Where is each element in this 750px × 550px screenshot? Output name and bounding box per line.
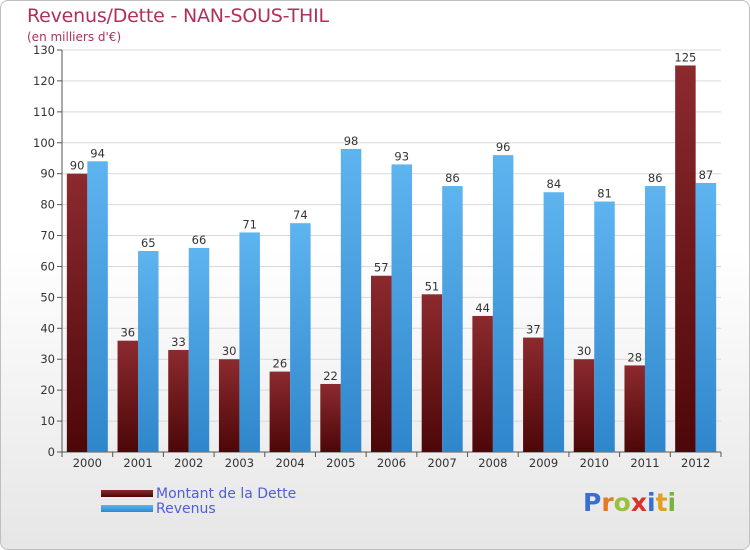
bar-revenue (442, 186, 463, 453)
data-label-debt: 37 (526, 323, 541, 337)
data-label-revenue: 84 (547, 177, 562, 191)
bar-debt (168, 349, 189, 452)
legend-label-revenue: Revenus (156, 501, 216, 517)
logo-letter: i (667, 488, 677, 517)
y-tick-label: 50 (40, 290, 55, 304)
proxiti-logo: Proxiti (583, 488, 676, 517)
data-label-revenue: 74 (293, 208, 308, 222)
chart-title: Revenus/Dette - NAN-SOUS-THIL (27, 5, 329, 27)
logo-letter: r (601, 488, 614, 517)
bar-debt (675, 65, 696, 452)
y-tick-label: 0 (48, 445, 55, 459)
x-tick-label: 2012 (681, 456, 710, 470)
data-label-debt: 36 (120, 326, 135, 340)
data-label-debt: 30 (577, 344, 592, 358)
chart-subtitle: (en milliers d'€) (27, 30, 122, 44)
data-label-revenue: 81 (597, 187, 612, 201)
bar-revenue (644, 186, 666, 453)
bar-debt (472, 315, 493, 452)
y-tick-label: 90 (40, 167, 55, 181)
bar-debt (371, 275, 392, 452)
bar-revenue (87, 161, 108, 453)
data-label-revenue: 66 (192, 233, 207, 247)
bar-debt (421, 294, 443, 452)
x-tick-label: 2009 (529, 456, 558, 470)
data-label-debt: 125 (674, 50, 696, 64)
y-tick-label: 40 (40, 321, 55, 335)
logo-letter: x (630, 488, 647, 517)
legend-swatch-revenue (101, 505, 153, 512)
bar-revenue (188, 247, 210, 452)
data-label-revenue: 94 (90, 146, 105, 160)
logo-letter: P (583, 488, 602, 517)
x-tick-label: 2005 (326, 456, 355, 470)
bar-revenue (138, 251, 159, 452)
y-tick-label: 110 (33, 105, 55, 119)
data-label-debt: 51 (425, 279, 440, 293)
data-label-revenue: 65 (141, 236, 156, 250)
data-label-revenue: 98 (344, 134, 359, 148)
bar-revenue (290, 223, 311, 452)
x-tick-label: 2003 (225, 456, 254, 470)
y-tick-label: 120 (33, 74, 55, 88)
data-label-debt: 90 (70, 159, 85, 173)
legend-swatch-debt (101, 490, 153, 497)
x-tick-label: 2001 (123, 456, 152, 470)
x-tick-label: 2011 (630, 456, 659, 470)
data-labels: 90 94 36 65 33 66 30 71 26 74 22 98 57 93 51 86 44 96 37 84… (70, 50, 713, 383)
y-tick-label: 130 (33, 43, 55, 57)
logo-letter: i (647, 488, 656, 517)
data-label-debt: 44 (475, 301, 490, 315)
y-tick-label: 10 (40, 414, 55, 428)
bar-debt (218, 359, 240, 452)
data-label-debt: 30 (222, 344, 237, 358)
y-tick-label: 30 (40, 352, 55, 366)
x-tick-label: 2007 (428, 456, 457, 470)
bar-debt (320, 383, 341, 452)
data-label-revenue: 71 (242, 217, 257, 231)
data-label-debt: 26 (273, 357, 288, 371)
y-tick-label: 100 (33, 136, 55, 150)
bars (66, 65, 717, 453)
bar-debt (66, 173, 88, 452)
bar-debt (117, 340, 139, 452)
axes: 0 10 20 30 40 50 60 70 80 90 100 110 120 130 2000 2001 2… (33, 43, 722, 470)
bar-revenue (543, 192, 565, 452)
x-tick-label: 2010 (580, 456, 609, 470)
x-tick-label: 2006 (377, 456, 406, 470)
data-label-debt: 22 (323, 369, 338, 383)
y-tick-label: 20 (40, 383, 55, 397)
bar-debt (624, 365, 645, 452)
data-label-revenue: 86 (648, 171, 663, 185)
y-tick-label: 80 (40, 198, 55, 212)
bar-revenue (594, 201, 615, 452)
data-label-revenue: 93 (394, 149, 409, 163)
x-tick-label: 2000 (73, 456, 102, 470)
x-tick-label: 2004 (275, 456, 304, 470)
data-label-revenue: 87 (699, 168, 714, 182)
legend-label-debt: Montant de la Dette (156, 486, 297, 502)
logo-letter: o (613, 488, 631, 517)
bar-debt (523, 337, 544, 452)
bar-debt (573, 359, 595, 452)
bar-revenue (695, 182, 717, 452)
data-label-debt: 28 (627, 350, 642, 364)
y-tick-label: 60 (40, 259, 55, 273)
bar-revenue (239, 232, 260, 452)
data-label-debt: 33 (171, 335, 186, 349)
x-tick-label: 2008 (478, 456, 507, 470)
data-label-revenue: 96 (496, 140, 511, 154)
data-label-revenue: 86 (445, 171, 460, 185)
bar-revenue (492, 155, 514, 452)
logo-letter: t (655, 488, 668, 517)
bar-revenue (340, 148, 362, 452)
bar-revenue (391, 164, 412, 452)
data-label-debt: 57 (374, 261, 389, 275)
x-tick-label: 2002 (174, 456, 203, 470)
bar-debt (269, 371, 291, 452)
y-tick-label: 70 (40, 229, 55, 243)
